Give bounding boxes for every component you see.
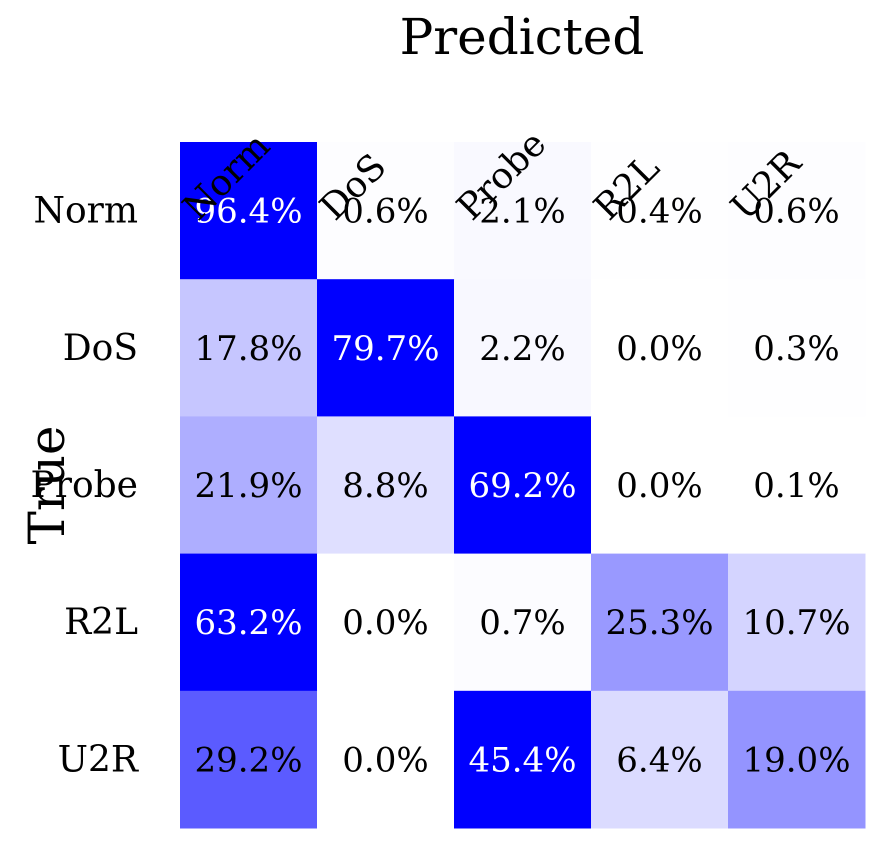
heatmap-cell [728, 279, 866, 417]
cell-value-label: 0.3% [753, 329, 839, 369]
heatmap-cell [317, 416, 455, 555]
heatmap-cell-labels: 96.4% 0.6% 2.1% 0.4% 0.6% 17.8% 79.7% 2.2% 0.0% 0… [194, 192, 850, 781]
heatmap-cell [454, 553, 592, 692]
heatmap-cell [728, 553, 866, 692]
cell-value-label: 0.0% [342, 603, 428, 643]
heatmap-cell [591, 690, 729, 829]
y-tick-label: U2R [58, 739, 139, 780]
cell-value-label: 0.1% [753, 466, 839, 506]
cell-value-label: 10.7% [742, 603, 850, 643]
cell-value-label: 69.2% [468, 466, 576, 506]
cell-value-label: 0.0% [616, 466, 702, 506]
heatmap-cell [454, 416, 592, 555]
cell-value-label: 19.0% [742, 740, 850, 780]
y-tick-label: Probe [31, 465, 138, 506]
cell-value-label: 63.2% [194, 603, 302, 643]
cell-value-label: 2.1% [479, 192, 565, 232]
cell-value-label: 6.4% [616, 740, 702, 780]
cell-value-label: 0.0% [616, 329, 702, 369]
y-tick-label: R2L [64, 602, 138, 643]
y-tick-label: Norm [33, 191, 138, 232]
heatmap-cell [728, 416, 866, 555]
heatmap-cell [180, 553, 318, 692]
cell-value-label: 0.6% [753, 192, 839, 232]
cell-value-label: 0.4% [616, 192, 702, 232]
heatmap-cell [317, 690, 455, 829]
cell-value-label: 29.2% [194, 740, 302, 780]
heatmap-cell [180, 416, 318, 555]
cell-value-label: 45.4% [468, 740, 576, 780]
heatmap-cells [180, 142, 866, 829]
cell-value-label: 8.8% [342, 466, 428, 506]
heatmap-cell [454, 142, 592, 280]
cell-value-label: 2.2% [479, 329, 565, 369]
heatmap-cell [728, 690, 866, 829]
chart-title: Predicted [400, 8, 645, 66]
y-tick-label: DoS [63, 328, 138, 369]
heatmap-cell [180, 690, 318, 829]
heatmap-cell [591, 279, 729, 417]
heatmap-cell [317, 553, 455, 692]
heatmap-cell [591, 142, 729, 280]
heatmap-cell [728, 142, 866, 280]
cell-value-label: 17.8% [194, 329, 302, 369]
heatmap-cell [591, 416, 729, 555]
cell-value-label: 0.6% [342, 192, 428, 232]
heatmap-cell [180, 142, 318, 280]
y-axis-title: True [18, 425, 76, 544]
heatmap-cell [591, 553, 729, 692]
cell-value-label: 21.9% [194, 466, 302, 506]
cell-value-label: 0.0% [342, 740, 428, 780]
heatmap-cell [454, 279, 592, 417]
heatmap-cell [180, 279, 318, 417]
cell-value-label: 25.3% [605, 603, 713, 643]
heatmap-cell [317, 279, 455, 417]
heatmap-cell [454, 690, 592, 829]
y-tick-labels: Norm DoS Probe R2L U2R [31, 191, 139, 781]
cell-value-label: 0.7% [479, 603, 565, 643]
cell-value-label: 96.4% [194, 192, 302, 232]
heatmap-cell [317, 142, 455, 280]
cell-value-label: 79.7% [331, 329, 439, 369]
